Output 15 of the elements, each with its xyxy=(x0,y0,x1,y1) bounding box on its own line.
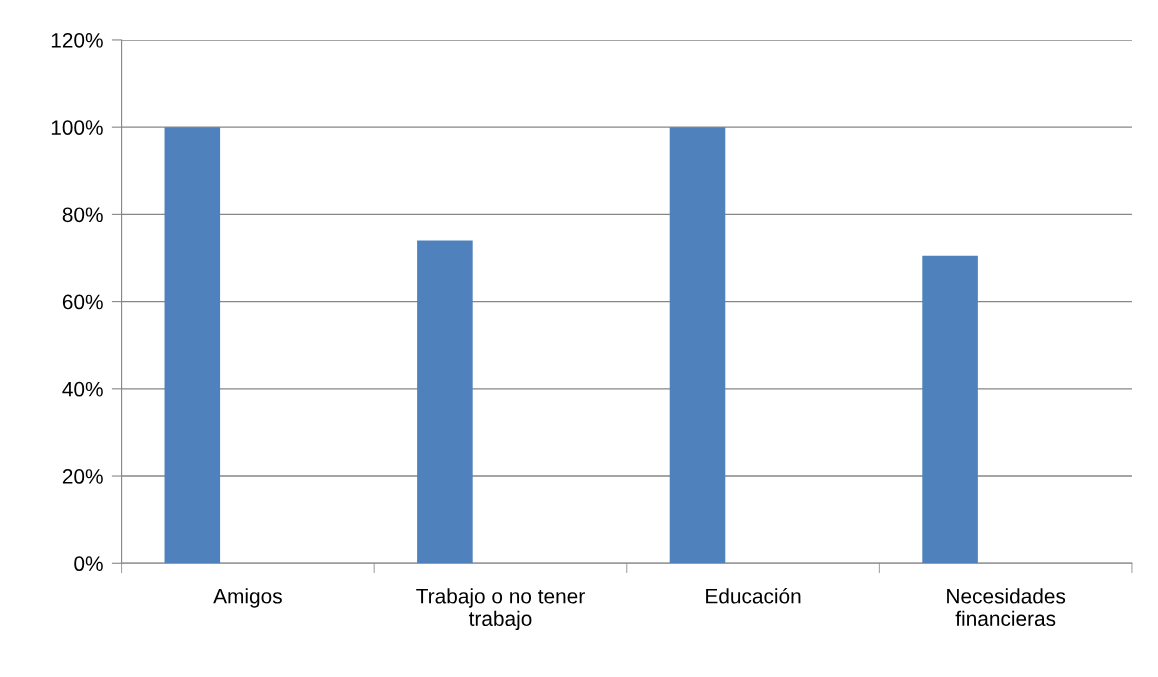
y-tick-label: 120% xyxy=(51,32,103,48)
y-tick-label: 100% xyxy=(51,120,103,135)
x-tick-label: Necesidades financieras xyxy=(947,588,1066,627)
x-tick-label: Educación xyxy=(706,588,801,604)
y-tick-label: 20% xyxy=(62,469,103,484)
bar xyxy=(669,127,726,564)
x-tick-label: Amigos xyxy=(213,588,282,608)
bar xyxy=(164,127,221,564)
x-tick-label: Trabajo o no tener trabajo xyxy=(416,588,585,631)
bar xyxy=(417,240,473,564)
y-tick-label: 40% xyxy=(62,381,103,397)
bar xyxy=(922,255,978,564)
y-tick-label: 0% xyxy=(74,556,103,572)
y-tick-label: 80% xyxy=(62,207,103,223)
y-tick-label: 60% xyxy=(62,294,103,310)
